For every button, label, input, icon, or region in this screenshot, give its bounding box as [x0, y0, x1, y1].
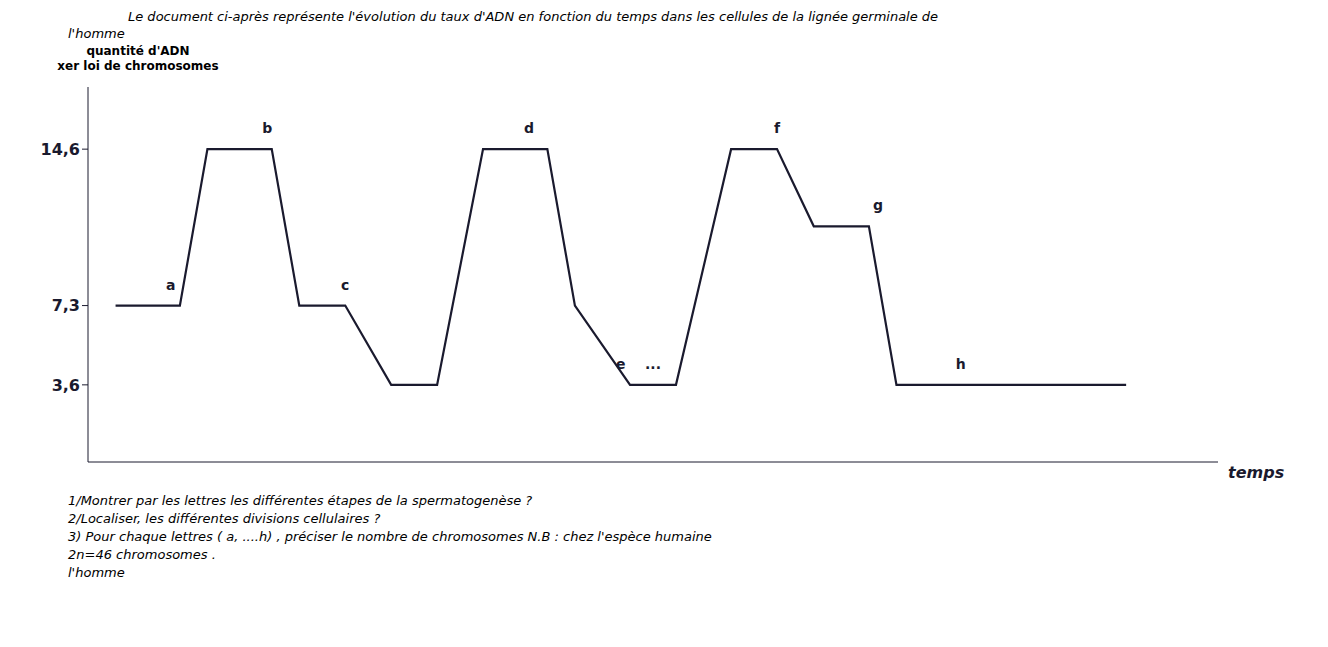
- svg-text:14,6: 14,6: [41, 140, 80, 159]
- svg-text:f: f: [774, 120, 781, 136]
- svg-text:7,3: 7,3: [52, 296, 80, 315]
- svg-text:e: e: [616, 356, 626, 372]
- html-text:quantité d'ADN: quantité d'ADN: [86, 44, 190, 58]
- svg-text:temps: temps: [1228, 463, 1284, 482]
- svg-text:b: b: [262, 120, 272, 136]
- html-text:1/Montrer par les lettres les: 1/Montrer par les lettres les différente…: [68, 493, 533, 508]
- html-text:3) Pour chaque lettres ( a, ..: 3) Pour chaque lettres ( a, ....h) , pré…: [68, 529, 712, 544]
- svg-text:d: d: [524, 120, 534, 136]
- html-text:2/Localiser, les différentes d: 2/Localiser, les différentes divisions c…: [68, 511, 381, 526]
- svg-text:h: h: [956, 356, 966, 372]
- svg-text:g: g: [873, 197, 883, 213]
- svg-text:3,6: 3,6: [52, 376, 80, 395]
- html-text:l'homme: l'homme: [68, 26, 125, 41]
- html-text:2n=46 chromosomes .: 2n=46 chromosomes .: [68, 547, 216, 562]
- html-text:l'homme: l'homme: [68, 565, 125, 580]
- html-text:xer loi de chromosomes: xer loi de chromosomes: [57, 59, 219, 73]
- html-text:Le document ci-après représent: Le document ci-après représente l'évolut…: [128, 9, 939, 24]
- svg-text:a: a: [166, 277, 175, 293]
- svg-text:...: ...: [645, 356, 661, 372]
- svg-text:c: c: [341, 277, 349, 293]
